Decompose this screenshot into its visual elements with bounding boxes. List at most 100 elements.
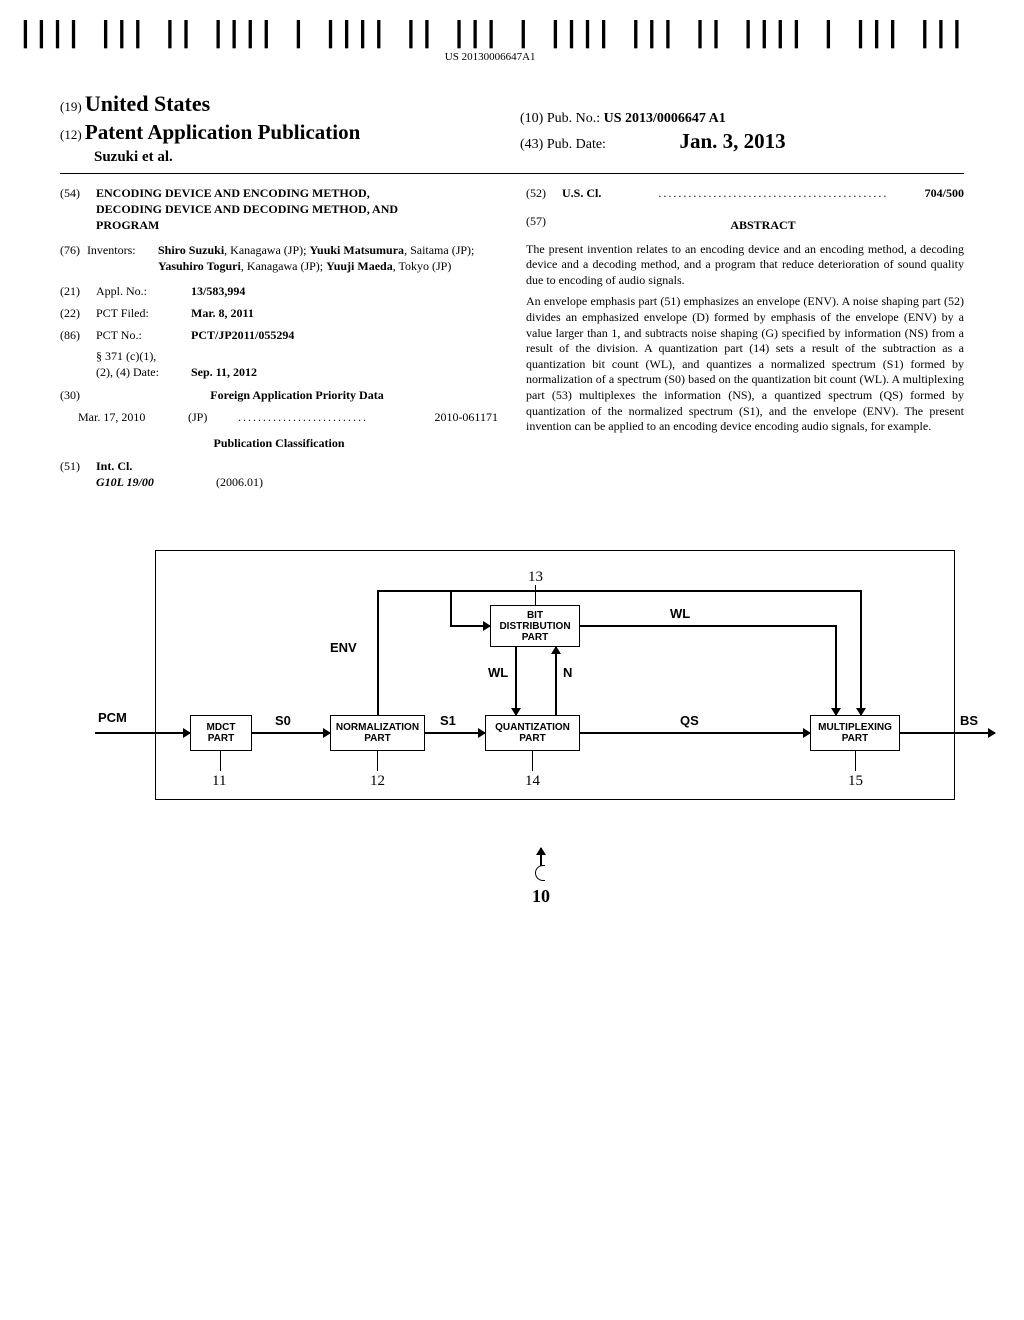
country-name: United States [85, 91, 210, 116]
arrow-s0 [252, 732, 330, 734]
priority-country: (JP) [188, 410, 238, 426]
uscl-row: (52) U.S. Cl. ..........................… [526, 186, 964, 202]
intcl-label: Int. Cl. [96, 459, 132, 475]
sec371-row: (2), (4) Date: Sep. 11, 2012 [60, 365, 498, 381]
sig-qs: QS [680, 713, 699, 730]
intcl-edition: (2006.01) [216, 475, 263, 491]
inv2: Yuuki Matsumura [309, 243, 404, 257]
box-mdct: MDCTPART [190, 715, 252, 751]
abstract-text: The present invention relates to an enco… [526, 242, 964, 435]
sig-pcm: PCM [98, 710, 127, 727]
lead-12 [377, 751, 378, 771]
abstract-header-row: (57) ABSTRACT [526, 214, 964, 242]
pubdate-label: Pub. Date: [547, 137, 606, 152]
pubclass-header: Publication Classification [60, 436, 498, 452]
inv3: Yasuhiro Toguri [158, 259, 241, 273]
box-bitdist: BITDISTRIBUTIONPART [490, 605, 580, 647]
sig-s1: S1 [440, 713, 456, 730]
uscl-val: 704/500 [925, 186, 964, 202]
priority-dots: .......................... [238, 410, 434, 426]
intcl-class-row: G10L 19/00 (2006.01) [60, 475, 498, 491]
uscl-dots: ........................................… [622, 186, 925, 202]
sig-bs: BS [960, 713, 978, 730]
pubdate-code: (43) [520, 137, 543, 152]
title-code: (54) [60, 186, 96, 233]
pctno-val: PCT/JP2011/055294 [191, 328, 294, 344]
box-quant: QUANTIZATIONPART [485, 715, 580, 751]
sig-wl2: WL [670, 606, 690, 623]
num-14: 14 [525, 772, 540, 792]
header-right: (10) Pub. No.: US 2013/0006647 A1 (43) P… [520, 110, 786, 155]
abstract-header: ABSTRACT [562, 218, 964, 234]
arrow-s1 [425, 732, 485, 734]
pctfiled-row: (22) PCT Filed: Mar. 8, 2011 [60, 306, 498, 322]
lead-11 [220, 751, 221, 771]
header-rule [60, 173, 964, 174]
arrow-qs [580, 732, 810, 734]
left-column: (54) ENCODING DEVICE AND ENCODING METHOD… [60, 186, 498, 490]
intcl-class: G10L 19/00 [96, 475, 216, 491]
num-13: 13 [528, 568, 543, 588]
lead-15 [855, 751, 856, 771]
sec371-val: Sep. 11, 2012 [191, 365, 257, 381]
box-mux: MULTIPLEXINGPART [810, 715, 900, 751]
ref-arrow [540, 848, 542, 866]
inv1: Shiro Suzuki [158, 243, 224, 257]
line-env-down [860, 590, 862, 715]
priority-date: Mar. 17, 2010 [78, 410, 188, 426]
priority-data-row: Mar. 17, 2010 (JP) .....................… [60, 410, 498, 426]
header: (19) United States (12) Patent Applicati… [60, 90, 964, 167]
num-10: 10 [532, 885, 550, 908]
intcl-row: (51) Int. Cl. [60, 459, 498, 475]
pub-type: Patent Application Publication [85, 120, 360, 144]
barcode-graphic: |||| ||| || |||| | |||| || ||| | |||| ||… [16, 20, 964, 50]
sec371-line1: § 371 (c)(1), [96, 349, 498, 365]
num-11: 11 [212, 772, 226, 792]
line-wl-down2 [835, 625, 837, 715]
sig-n: N [563, 665, 572, 682]
country-code: (19) [60, 99, 82, 114]
box-norm: NORMALIZATIONPART [330, 715, 425, 751]
barcode-text: US 20130006647A1 [16, 50, 964, 64]
line-wl-down [515, 647, 517, 715]
right-column: (52) U.S. Cl. ..........................… [526, 186, 964, 490]
abstract-p1: The present invention relates to an enco… [526, 242, 964, 289]
lead-13 [535, 585, 536, 605]
pubno-code: (10) [520, 111, 543, 126]
pubno-label: Pub. No.: [547, 111, 600, 126]
inv4: Yuuji Maeda [326, 259, 393, 273]
title-block: (54) ENCODING DEVICE AND ENCODING METHOD… [60, 186, 498, 233]
pubdate-value: Jan. 3, 2013 [679, 129, 785, 153]
applno-row: (21) Appl. No.: 13/583,994 [60, 284, 498, 300]
arrow-pcm [95, 732, 190, 734]
uscl-label: U.S. Cl. [562, 186, 622, 202]
priority-number: 2010-061171 [434, 410, 498, 426]
tap-env [450, 590, 452, 626]
line-wl-h [580, 625, 835, 627]
priority-header-row: (30) Foreign Application Priority Data [60, 388, 498, 404]
line-env-v [377, 590, 379, 715]
pctno-row: (86) PCT No.: PCT/JP2011/055294 [60, 328, 498, 344]
arrow-env-to-bitdist [450, 625, 490, 627]
sig-wl: WL [488, 665, 508, 682]
block-diagram: PCM MDCTPART 11 S0 NORMALIZATIONPART 12 … [60, 530, 964, 950]
pubno-value: US 2013/0006647 A1 [604, 111, 726, 126]
num-15: 15 [848, 772, 863, 792]
priority-header: Foreign Application Priority Data [96, 388, 498, 404]
applno-val: 13/583,994 [191, 284, 245, 300]
inventors-label: Inventors: [87, 243, 158, 274]
pub-code: (12) [60, 127, 82, 142]
sig-env: ENV [330, 640, 357, 657]
ref-hook [535, 865, 545, 881]
line-n-up [555, 647, 557, 715]
title-text: ENCODING DEVICE AND ENCODING METHOD, DEC… [96, 186, 416, 233]
inventors-list: Shiro Suzuki, Kanagawa (JP); Yuuki Matsu… [158, 243, 498, 274]
inventors-block: (76) Inventors: Shiro Suzuki, Kanagawa (… [60, 243, 498, 274]
arrow-bs [900, 732, 995, 734]
num-12: 12 [370, 772, 385, 792]
biblio-columns: (54) ENCODING DEVICE AND ENCODING METHOD… [60, 186, 964, 490]
sig-s0: S0 [275, 713, 291, 730]
pctfiled-val: Mar. 8, 2011 [191, 306, 254, 322]
barcode-block: |||| ||| || |||| | |||| || ||| | |||| ||… [16, 20, 964, 64]
lead-14 [532, 751, 533, 771]
